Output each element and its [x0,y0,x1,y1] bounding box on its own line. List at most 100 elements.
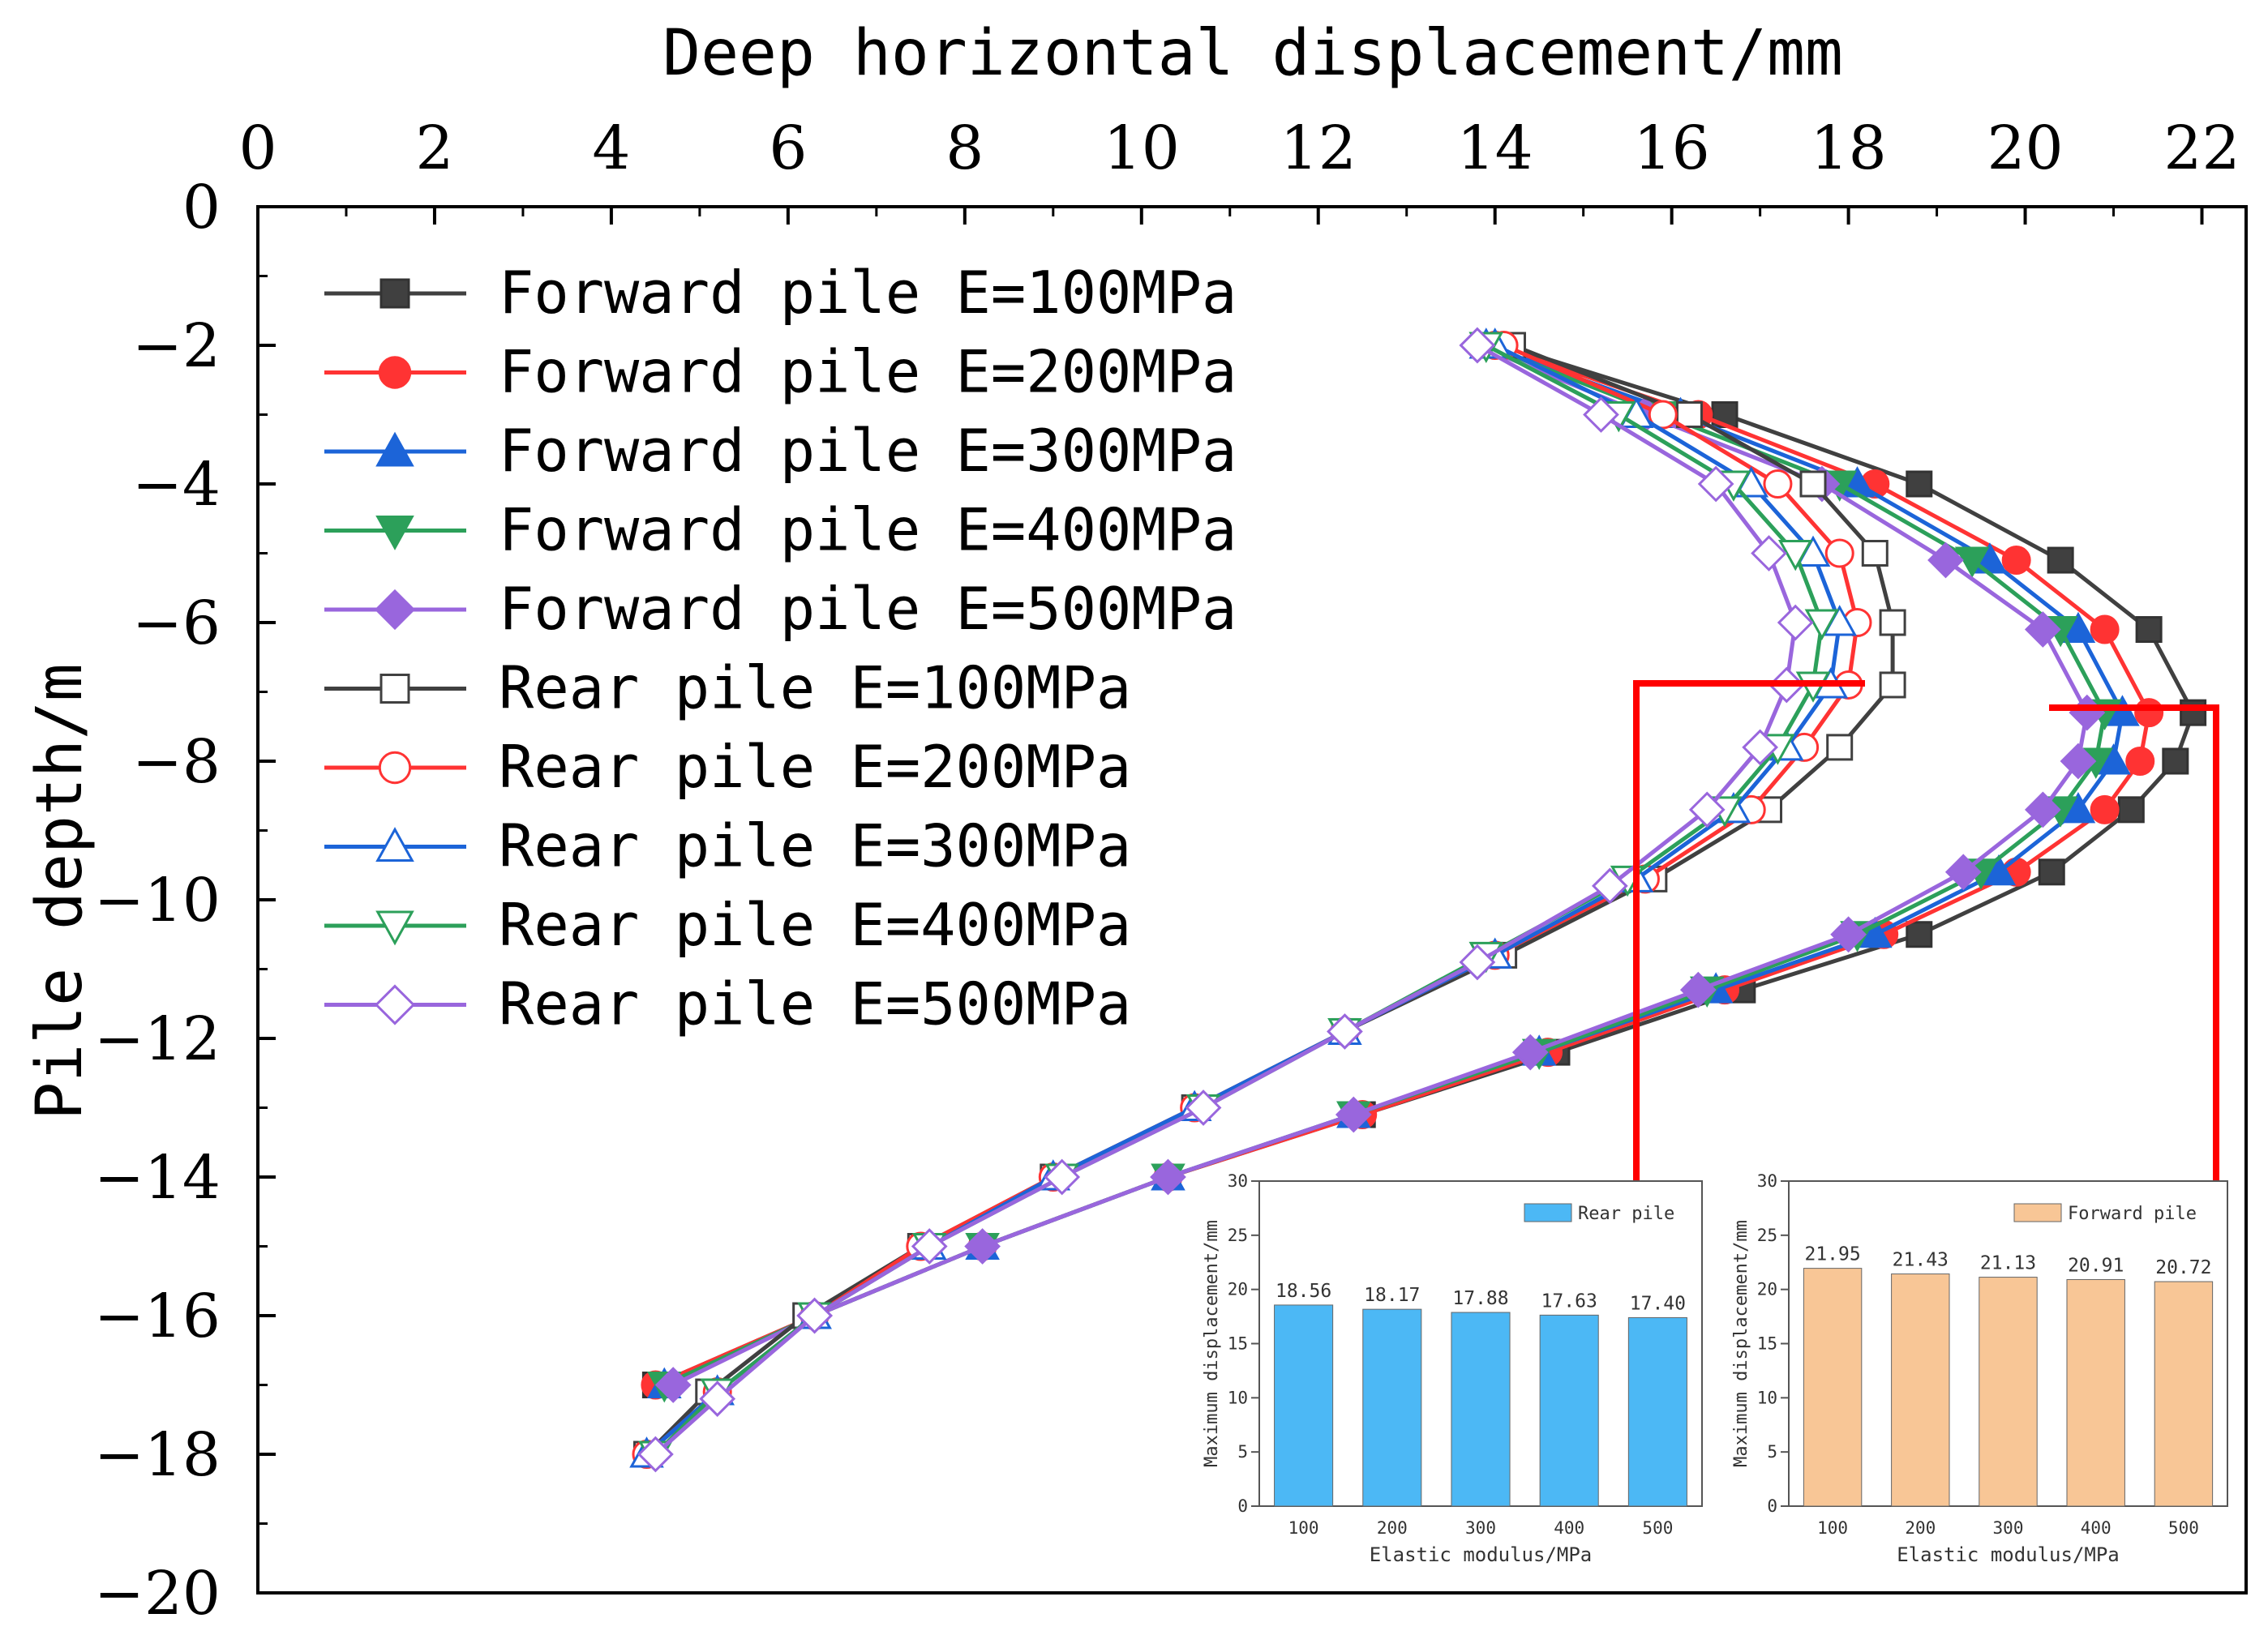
inset-y-tick-label: 15 [1228,1334,1248,1354]
data-point [1591,867,1628,905]
x-tick-label: 10 [1104,113,1180,183]
data-point [2125,747,2155,776]
inset-y-tick-label: 15 [1757,1334,1777,1354]
data-point [1751,535,1787,571]
data-point [654,1367,692,1403]
x-tick-label: 2 [415,113,453,183]
x-tick-label: 4 [592,113,630,183]
data-point [1824,538,1854,568]
inset-x-tick-label: 300 [1993,1518,2024,1538]
data-point [1777,540,1813,571]
legend-label: Forward pile E=300MPa [499,417,1237,485]
inset-bar-label: 20.91 [2068,1256,2124,1277]
inset-bar [1539,1314,1599,1507]
legend-label: Forward pile E=400MPa [499,496,1237,564]
inset-y-tick-label: 5 [1237,1442,1248,1462]
x-tick-label: 8 [945,113,984,183]
inset-connectors [1633,680,2219,1192]
inset-y-tick-label: 10 [1228,1388,1248,1407]
legend-marker [375,827,414,862]
legend-marker [374,984,416,1025]
data-point [1459,327,1496,364]
legend-marker [374,589,416,631]
legend-label: Rear pile E=100MPa [499,654,1131,722]
data-point [2134,698,2164,728]
data-point [637,1436,674,1473]
data-point [1830,916,1867,953]
x-tick-label: 22 [2163,113,2240,183]
inset-bar [2066,1279,2125,1507]
inset-legend-label: Rear pile [1578,1204,1674,1224]
legend-marker [375,431,414,467]
inset-y-tick-label: 0 [1767,1496,1777,1516]
data-point [2038,858,2065,886]
legend-marker [375,516,414,550]
y-tick-label: −18 [94,1420,221,1490]
x-tick-label: 18 [1811,113,1887,183]
inset-legend-swatch [1524,1203,1572,1222]
data-point [1648,400,1678,430]
inset-y-tick-label: 0 [1237,1496,1248,1516]
data-point [1459,944,1496,981]
inset-rear-pile-chart: 0 5 10 15 20 25 30 18.56 100 18.17 200 17.88 300 17.6… [1202,1171,1703,1566]
x-tick-label: 20 [1987,113,2063,183]
inset-bar [2154,1281,2214,1507]
legend-label: Forward pile E=100MPa [499,259,1237,327]
data-point [1879,609,1906,636]
legend-label: Rear pile E=300MPa [499,812,1131,880]
inset-x-tick-label: 400 [1554,1518,1584,1538]
data-point [796,1297,833,1334]
y-tick-label: −10 [94,866,221,935]
inset-bar-label: 17.63 [1541,1291,1597,1312]
data-point [1954,546,1990,578]
inset-x-tick-label: 500 [1642,1518,1673,1538]
legend-marker [375,910,414,946]
data-point [2024,611,2061,648]
legend-label: Forward pile E=200MPa [499,338,1237,406]
y-tick-label: −16 [94,1282,221,1351]
y-tick-label: −14 [94,1143,221,1213]
legend-marker [378,751,412,785]
data-point [1150,1158,1186,1196]
data-point [1804,609,1840,640]
data-point [911,1228,948,1265]
data-point [1799,470,1827,498]
data-point [2047,546,2074,574]
y-tick-label: −6 [132,589,221,658]
data-point [2024,791,2061,828]
inset-y-axis-title: Maximum displacement/mm [1731,1220,1751,1467]
data-point [1763,469,1793,499]
inset-bar-label: 17.88 [1452,1288,1508,1309]
inset-x-tick-label: 100 [1817,1518,1848,1538]
x-tick-label: 6 [769,113,807,183]
legend-label: Forward pile E=500MPa [499,575,1237,643]
y-tick-label: −8 [132,727,221,797]
legend-label: Rear pile E=400MPa [499,891,1131,959]
data-point [1583,396,1619,433]
legend-marker [378,356,412,389]
inset-bar [1891,1273,1950,1507]
inset-bar [1979,1277,2038,1507]
rear-pile-connector [1633,680,1865,1192]
y-tick-label: −2 [132,311,221,381]
data-point [1679,971,1717,1008]
inset-bar [1274,1304,1334,1507]
data-point [1906,470,1933,498]
data-point [2060,743,2097,780]
inset-bar-label: 21.13 [1980,1253,2036,1274]
legend-marker [379,278,410,309]
inset-x-tick-label: 100 [1288,1518,1319,1538]
legend-marker [379,674,410,704]
data-point [2180,699,2207,726]
inset-bar-label: 18.56 [1275,1281,1331,1302]
inset-y-tick-label: 30 [1228,1171,1248,1191]
inset-bar [1627,1316,1687,1507]
inset-forward-pile-chart: 0 5 10 15 20 25 30 21.95 100 21.43 200 21.13 300 20.9… [1731,1171,2228,1566]
data-point [1335,1096,1372,1133]
data-point [1879,671,1906,699]
data-point [699,1380,736,1417]
inset-y-axis-title: Maximum displacement/mm [1202,1220,1222,1467]
main-axes: 0 2 4 6 8 10 12 14 16 18 20 22 0 −2 −4 −6 −8 −10 −12 −14 −16… [94,113,2248,1629]
data-point [1697,465,1734,503]
legend-label: Rear pile E=200MPa [499,733,1131,801]
